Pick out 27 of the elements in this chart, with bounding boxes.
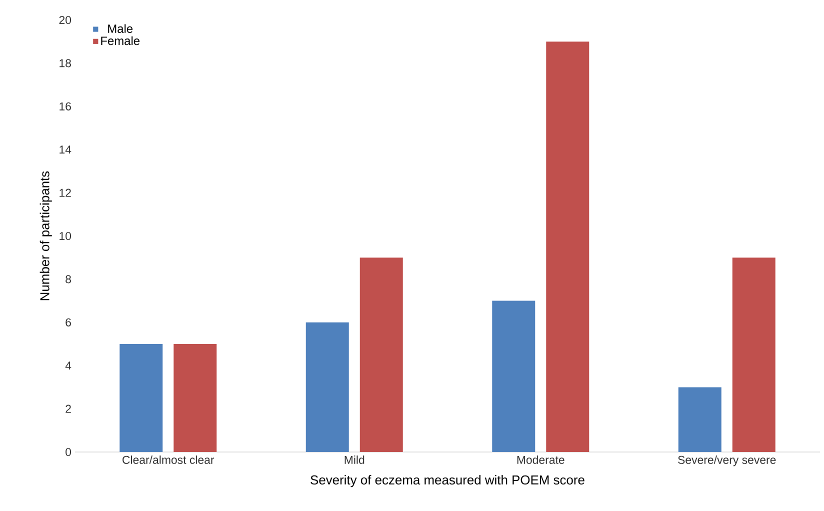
y-tick-label: 12 bbox=[60, 188, 71, 197]
bar bbox=[174, 344, 217, 452]
bar bbox=[120, 344, 163, 452]
y-tick-label: 10 bbox=[60, 232, 72, 240]
y-tick-label: 6 bbox=[66, 318, 71, 326]
y-tick-label: 16 bbox=[60, 102, 71, 110]
y-tick-label: 2 bbox=[66, 404, 71, 413]
x-tick-label: Moderate bbox=[517, 456, 564, 464]
legend-label: Male bbox=[108, 24, 133, 33]
x-tick-label: Clear/almost clear bbox=[122, 456, 214, 464]
y-tick-label: 20 bbox=[59, 16, 72, 24]
x-axis-title: Severity of eczema measured with POEM score bbox=[310, 475, 584, 488]
bar bbox=[678, 387, 722, 452]
bar bbox=[306, 322, 349, 452]
bar bbox=[732, 258, 776, 452]
y-tick-label: 0 bbox=[66, 448, 72, 456]
legend-label: Female bbox=[101, 36, 140, 46]
bar bbox=[546, 42, 590, 452]
y-tick-label: 8 bbox=[66, 275, 71, 284]
y-axis-title: Number of participants bbox=[40, 171, 52, 300]
bar bbox=[492, 300, 536, 452]
bar bbox=[360, 258, 403, 452]
x-tick-label: Severe/very severe bbox=[678, 456, 776, 466]
y-tick-label: 14 bbox=[60, 146, 72, 154]
y-tick-label: 18 bbox=[60, 59, 71, 68]
x-tick-label: Mild bbox=[344, 456, 364, 464]
y-tick-label: 4 bbox=[65, 362, 72, 370]
